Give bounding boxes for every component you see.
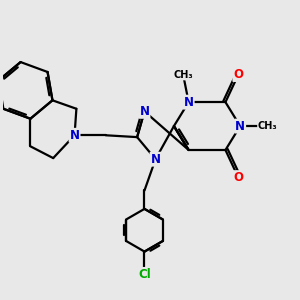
Text: CH₃: CH₃ xyxy=(258,121,278,131)
Text: N: N xyxy=(184,96,194,109)
Text: O: O xyxy=(233,171,243,184)
Text: Cl: Cl xyxy=(138,268,151,281)
Text: O: O xyxy=(233,68,243,81)
Text: N: N xyxy=(140,105,149,118)
Text: N: N xyxy=(151,153,160,166)
Text: CH₃: CH₃ xyxy=(173,70,193,80)
Text: N: N xyxy=(235,120,245,133)
Text: N: N xyxy=(70,129,80,142)
